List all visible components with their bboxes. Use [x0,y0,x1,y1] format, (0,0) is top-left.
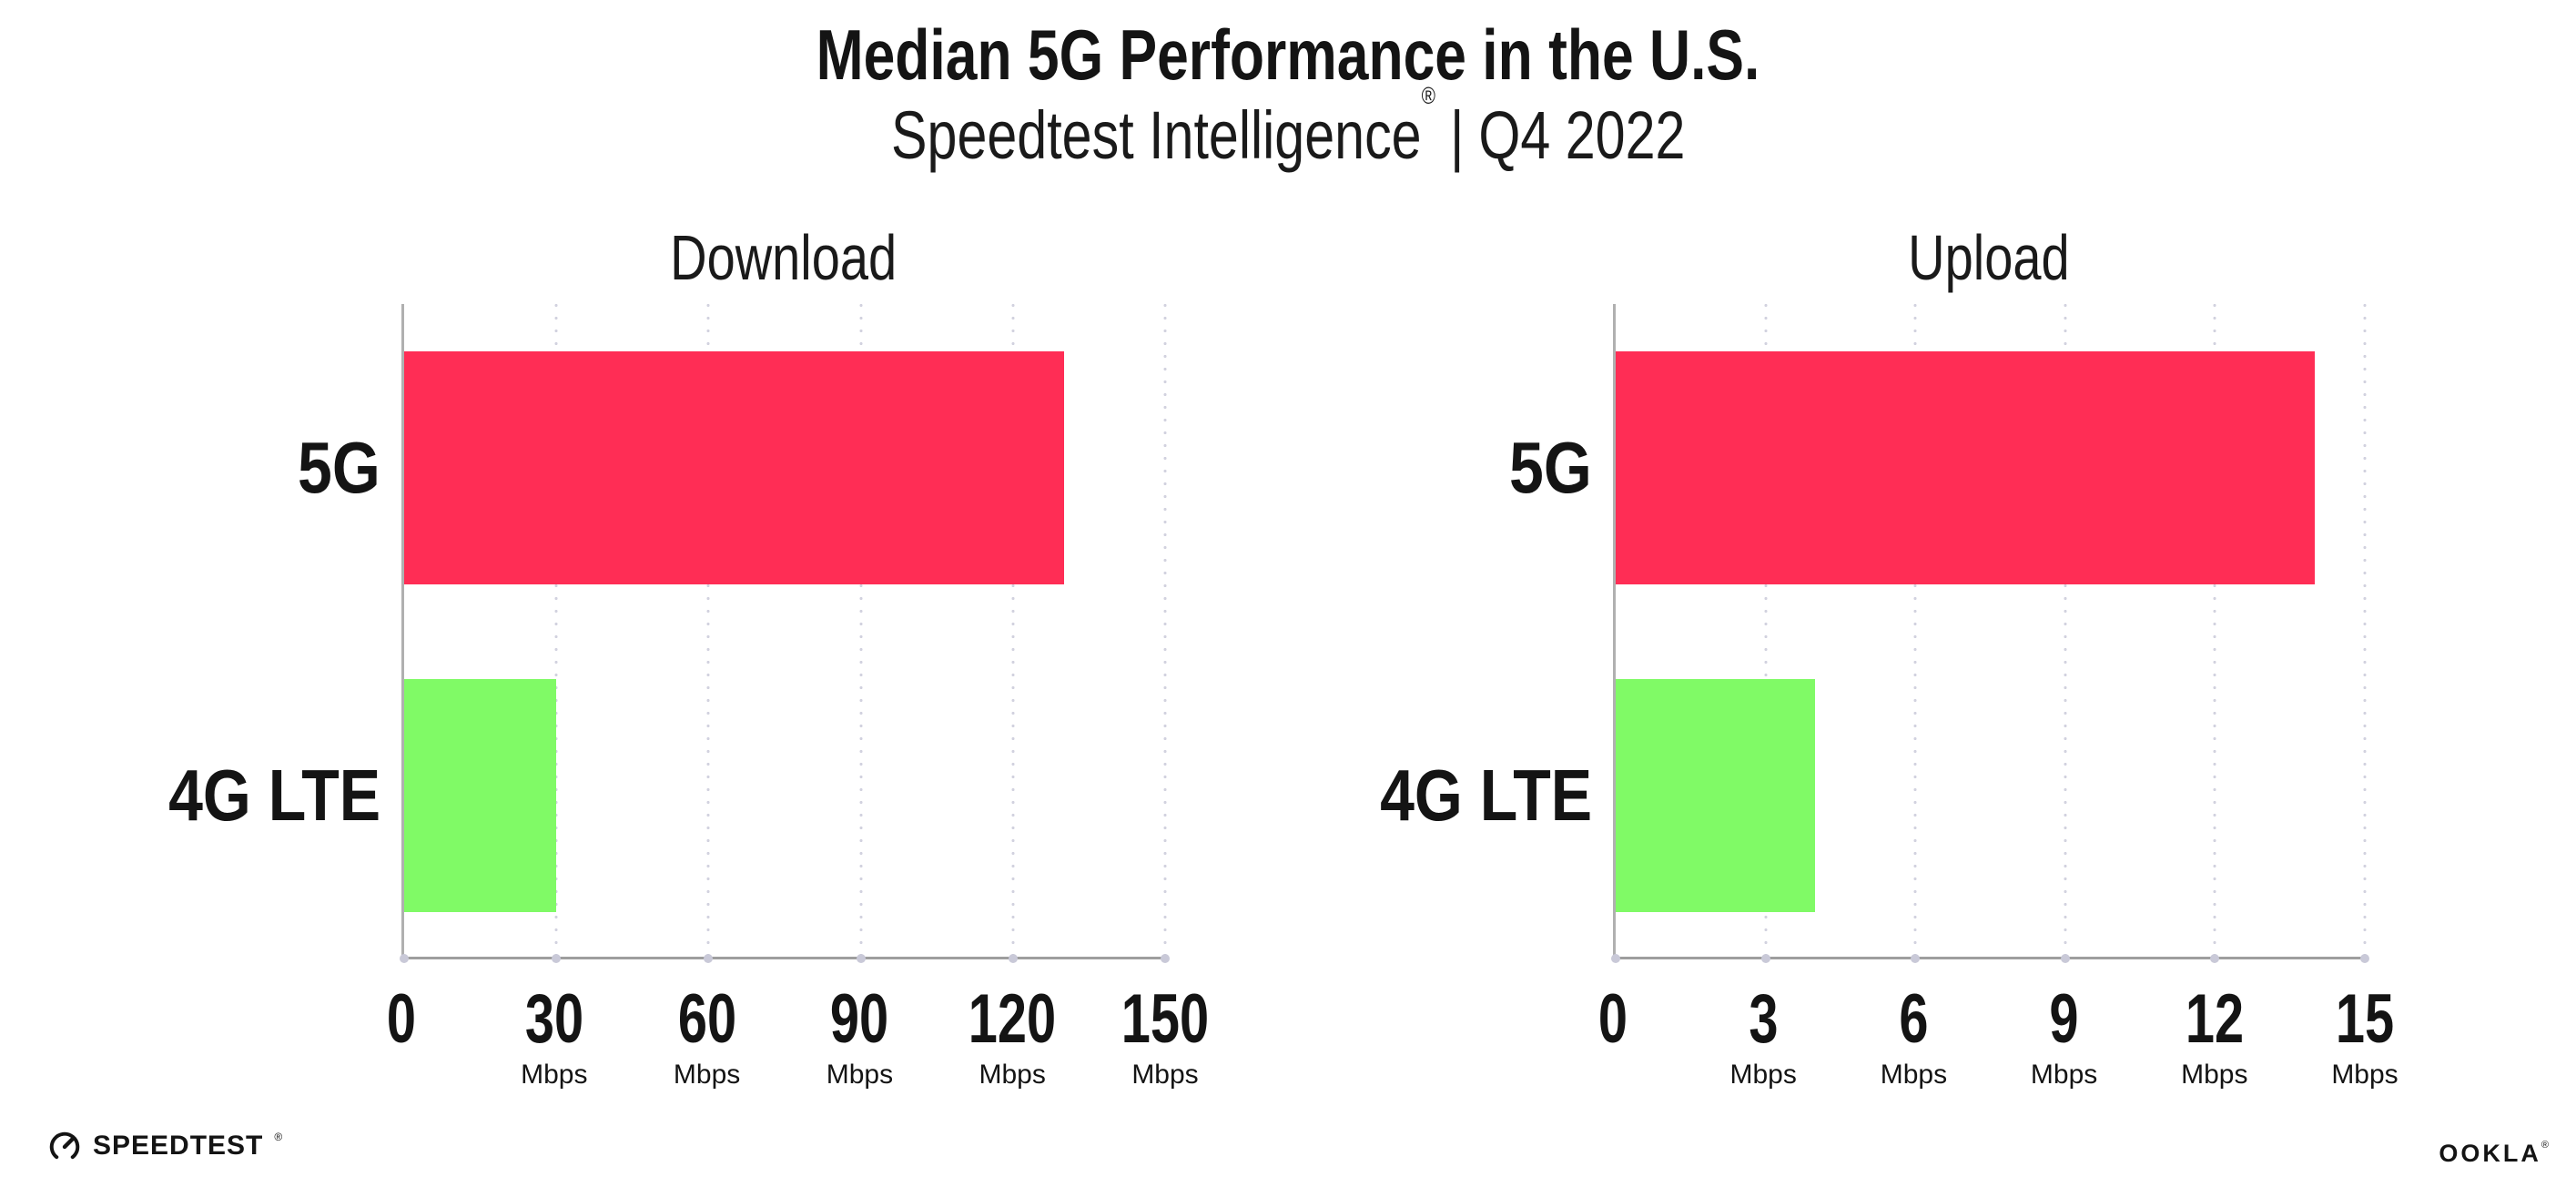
bar-4g-lte [404,679,557,912]
axis-tick-dot-0 [400,954,409,963]
plot-area: 5G 4G LTE [1380,304,2369,963]
bar-4g-lte [1616,679,1816,912]
category-label-4g-lte: 4G LTE [1343,759,1592,832]
gridline-150 [1163,304,1167,957]
category-label-5g: 5G [1495,431,1592,504]
x-tick-label-30: 30 Mbps [516,985,593,1089]
gridline-60 [706,304,710,957]
gridline-3 [1764,304,1768,957]
speedtest-wordmark: SPEEDTEST [93,1131,264,1161]
x-tick-unit: Mbps [1880,1060,1948,1090]
axis-tick-dot-15 [2360,954,2369,963]
x-tick-value: 0 [386,980,417,1058]
x-tick-unit: Mbps [979,1060,1046,1090]
download-chart: Download 5G 4G LTE 0 30 Mbps 60 Mbps 90 Mbps 120… [168,226,1209,1089]
x-tick-value: 6 [1899,980,1929,1058]
gridline-12 [2213,304,2216,957]
x-tick-value: 0 [1597,980,1628,1058]
upload-chart: Upload 5G 4G LTE 0 3 Mbps 6 Mbps 9 Mbps 12 Mbps 15… [1380,226,2399,1089]
category-label-text: 4G LTE [1380,755,1592,836]
page-title: Median 5G Performance in the U.S. [0,15,2576,95]
axis-tick-dot-9 [2060,954,2070,963]
x-tick-label-15: 15 Mbps [2327,985,2404,1089]
ookla-wordmark: OOKLA [2439,1140,2541,1167]
x-tick-unit: Mbps [1131,1060,1199,1090]
gridline-15 [2363,304,2367,957]
x-tick-value: 12 [2185,980,2244,1058]
registered-trademark-mark: ® [1421,82,1435,110]
gridline-120 [1011,304,1015,957]
bar-5g [404,351,1064,584]
speedtest-trademark-mark: ® [274,1131,283,1143]
x-tick-unit: Mbps [2331,1060,2399,1090]
x-tick-value: 15 [2335,980,2395,1058]
x-tick-label-60: 60 Mbps [668,985,745,1089]
bar-5g [1616,351,2316,584]
x-tick-label-0: 0 [382,985,421,1054]
x-tick-unit: Mbps [826,1060,894,1090]
x-tick-value: 90 [830,980,889,1058]
category-label-text: 4G LTE [168,755,380,836]
x-tick-value: 3 [1749,980,1779,1058]
category-label-4g-lte: 4G LTE [131,759,380,832]
axis-tick-dot-120 [1008,954,1018,963]
x-tick-label-9: 9 Mbps [2031,985,2097,1089]
x-tick-value: 120 [968,980,1057,1058]
subtitle-brand: Speedtest Intelligence [890,97,1422,173]
axis-tick-dot-3 [1760,954,1770,963]
page-subtitle-text: Speedtest Intelligence® | Q4 2022 [890,84,1686,173]
chart-title-text: Upload [1908,222,2070,293]
subtitle-divider: | [1449,97,1465,173]
speedtest-logo: SPEEDTEST ® [47,1129,282,1163]
x-tick-value: 9 [2049,980,2079,1058]
gridline-30 [554,304,558,957]
x-tick-unit: Mbps [1729,1060,1797,1090]
axis-tick-dot-0 [1611,954,1620,963]
x-tick-label-120: 120 Mbps [955,985,1070,1089]
speedtest-gauge-icon [49,1131,80,1162]
category-label-text: 5G [298,427,380,508]
page-subtitle: Speedtest Intelligence® | Q4 2022 [0,84,2576,173]
x-tick-unit: Mbps [2030,1060,2098,1090]
x-tick-unit: Mbps [2181,1060,2248,1090]
x-tick-label-90: 90 Mbps [821,985,898,1089]
category-label-text: 5G [1509,427,1592,508]
ookla-trademark-mark: ® [2541,1139,2549,1151]
axis-tick-dot-90 [856,954,866,963]
x-tick-label-150: 150 Mbps [1108,985,1223,1089]
x-tick-value: 150 [1121,980,1210,1058]
gridline-90 [859,304,863,957]
chart-title: Upload [1613,226,2365,289]
gridline-9 [2064,304,2067,957]
x-tick-value: 60 [677,980,736,1058]
chart-title: Download [401,226,1165,289]
x-tick-label-0: 0 [1594,985,1632,1054]
x-tick-label-3: 3 Mbps [1730,985,1797,1089]
x-tick-unit: Mbps [673,1060,741,1090]
ookla-logo: OOKLA® [2439,1140,2549,1168]
gridline-6 [1913,304,1917,957]
x-tick-unit: Mbps [521,1060,588,1090]
plot-area: 5G 4G LTE [168,304,1170,963]
chart-title-text: Download [669,222,898,293]
subtitle-period: Q4 2022 [1478,97,1686,173]
axis-tick-dot-6 [1911,954,1921,963]
x-tick-label-6: 6 Mbps [1881,985,1947,1089]
x-tick-label-12: 12 Mbps [2176,985,2254,1089]
axis-tick-dot-30 [552,954,562,963]
axis-tick-dot-12 [2210,954,2220,963]
axis-tick-dot-150 [1161,954,1170,963]
axis-tick-dot-60 [704,954,714,963]
category-label-5g: 5G [283,431,380,504]
x-tick-value: 30 [524,980,583,1058]
page-title-text: Median 5G Performance in the U.S. [816,15,1760,95]
